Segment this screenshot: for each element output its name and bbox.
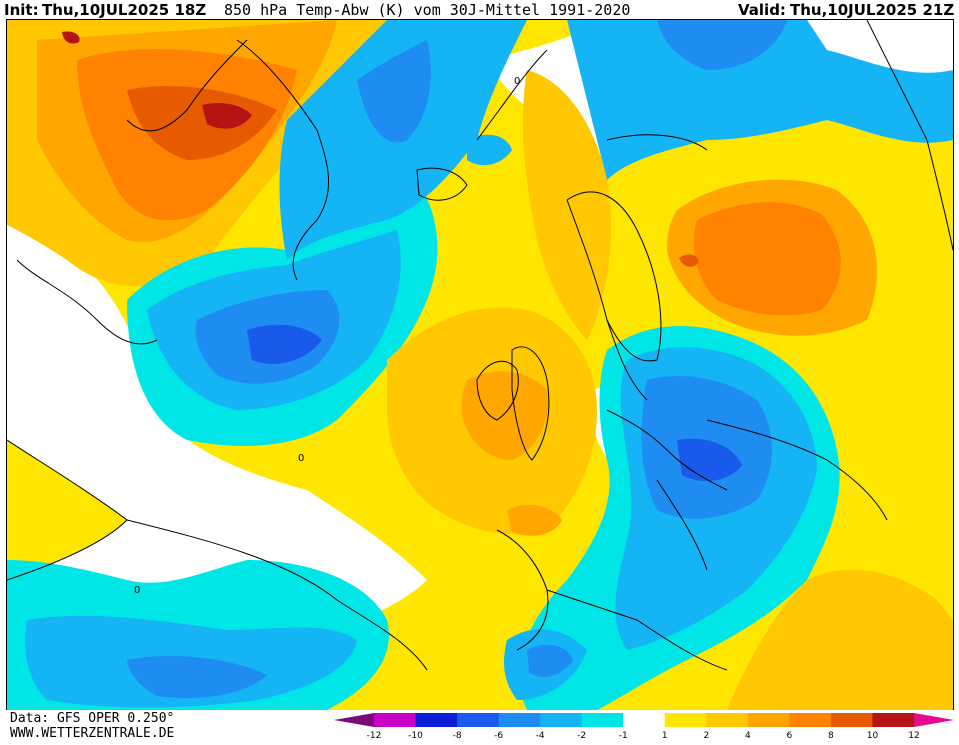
- warm-field-biscay: [507, 504, 562, 536]
- coastline-iberia: [496, 529, 549, 651]
- header: Init: Thu,10JUL2025 18Z 850 hPa Temp-Abw…: [0, 0, 959, 22]
- warm-field-russia-max: [679, 254, 699, 267]
- coastline-scandinavia: [566, 191, 662, 362]
- contour-label: 0: [514, 76, 520, 87]
- legend-swatch: [747, 713, 790, 727]
- legend-swatch: [498, 713, 541, 727]
- warm-field-britain-2: [461, 371, 548, 460]
- data-source: Data: GFS OPER 0.250°: [10, 711, 175, 726]
- legend-tick-label: 4: [745, 731, 751, 741]
- cool-field-mediterranean-2: [527, 644, 573, 677]
- coastline-italy: [656, 479, 708, 571]
- legend-tick-label: 6: [787, 731, 793, 741]
- warm-field-southeast: [727, 569, 953, 710]
- coastline-mediterranean: [546, 589, 728, 671]
- legend-swatch: [415, 713, 458, 727]
- legend-tick-label: -8: [453, 731, 462, 741]
- zero-contour-2: [126, 519, 428, 671]
- legend-swatch: [581, 713, 624, 727]
- zero-contours: [7, 49, 648, 671]
- legend-swatch-min: [334, 713, 374, 727]
- init-time: Thu,10JUL2025 18Z: [42, 1, 207, 19]
- legend-swatch: [706, 713, 749, 727]
- warm-field-scandinavia: [522, 70, 611, 340]
- legend-tick-label: -12: [367, 731, 382, 741]
- zero-contour-3: [476, 49, 548, 141]
- legend-tick-label: -6: [494, 731, 503, 741]
- valid-time: Thu,10JUL2025 21Z: [790, 1, 955, 19]
- legend-tick-label: 12: [908, 731, 919, 741]
- cool-field-iceland: [467, 134, 512, 166]
- legend-swatch-max: [914, 713, 954, 727]
- legend-swatch: [664, 713, 707, 727]
- legend-tick-label: -2: [577, 731, 586, 741]
- contour-label: 0: [134, 585, 140, 596]
- coastline-black-sea: [706, 419, 888, 521]
- legend-tick-label: 8: [828, 731, 834, 741]
- legend-bar: -12 -10 -8 -6 -4 -2 -1 1 2 4 6 8 10 12: [334, 713, 954, 741]
- cool-field-arctic-2: [657, 20, 787, 70]
- legend-tick-label: -4: [536, 731, 545, 741]
- legend-swatch: [540, 713, 583, 727]
- anomaly-map: 0 0 0: [7, 20, 953, 710]
- warm-field-east: [846, 369, 953, 540]
- legend-tick-label: 2: [703, 731, 709, 741]
- cool-field-azores-3: [127, 655, 267, 699]
- warm-field-greenland-4: [127, 86, 277, 160]
- warm-field-russia-3: [693, 202, 841, 316]
- coastline-white-sea: [606, 134, 708, 151]
- legend-tick-label: 10: [867, 731, 879, 741]
- website-label: WWW.WETTERZENTRALE.DE: [10, 726, 175, 741]
- legend-swatch: [872, 713, 915, 727]
- legend-tick-label: -1: [619, 731, 628, 741]
- cool-field-greenland-east-2: [357, 40, 431, 143]
- legend-swatch: [623, 713, 666, 727]
- coastline-ural: [866, 20, 953, 251]
- coastline-greenland-west: [126, 39, 248, 132]
- coastlines: [16, 20, 953, 671]
- cool-field-balkans-core: [677, 438, 742, 482]
- color-legend: -12 -10 -8 -6 -4 -2 -1 1 2 4 6 8 10 12: [330, 711, 958, 741]
- coastline-iceland: [416, 167, 468, 201]
- contour-label: 0: [298, 453, 304, 464]
- map-frame: 0 0 0: [6, 19, 954, 711]
- coastline-britain: [511, 346, 550, 461]
- coastline-europe-north: [606, 409, 728, 491]
- legend-tick-label: -10: [408, 731, 423, 741]
- legend-swatch: [374, 713, 417, 727]
- coastline-labrador: [16, 259, 158, 345]
- legend-tick-label: 1: [662, 731, 668, 741]
- legend-swatch: [457, 713, 500, 727]
- init-label: Init:: [4, 1, 39, 19]
- legend-swatch: [830, 713, 873, 727]
- zero-contour-1: [7, 439, 128, 581]
- valid-label: Valid:: [738, 1, 786, 19]
- cool-field-arctic: [567, 20, 953, 180]
- zero-contour-4: [606, 319, 648, 401]
- map-title: 850 hPa Temp-Abw (K) vom 30J-Mittel 1991…: [224, 1, 631, 19]
- legend-swatch: [789, 713, 832, 727]
- warm-field-greenland-max: [202, 103, 252, 129]
- coastline-ireland: [476, 360, 519, 421]
- cool-field-atlantic-core: [247, 324, 322, 364]
- warm-field-greenland-max-2: [62, 31, 80, 44]
- coastline-greenland: [236, 39, 330, 281]
